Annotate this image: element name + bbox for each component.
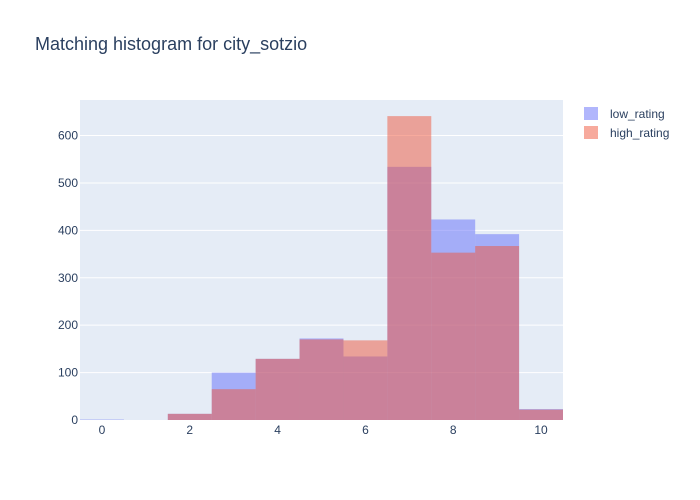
chart-title: Matching histogram for city_sotzio xyxy=(35,34,308,54)
legend-label: low_rating xyxy=(610,106,665,121)
x-tick-label: 4 xyxy=(274,423,281,437)
bar-high-rating[interactable] xyxy=(211,389,256,420)
x-tick-label: 6 xyxy=(362,423,369,437)
y-tick-label: 500 xyxy=(58,176,78,190)
x-tick-label: 0 xyxy=(99,423,106,437)
legend-item-high-rating[interactable]: high_rating xyxy=(584,123,669,142)
bar-high-rating[interactable] xyxy=(475,246,520,420)
bar-high-rating[interactable] xyxy=(387,116,432,420)
bar-high-rating[interactable] xyxy=(255,358,300,420)
x-tick-label: 2 xyxy=(186,423,193,437)
y-tick-label: 600 xyxy=(58,129,78,143)
legend-swatch xyxy=(584,126,598,139)
bar-high-rating[interactable] xyxy=(519,409,563,420)
x-tick-label: 8 xyxy=(450,423,457,437)
legend-label: high_rating xyxy=(610,125,670,140)
bar-high-rating[interactable] xyxy=(299,339,344,420)
y-tick-label: 200 xyxy=(58,318,78,332)
bar-high-rating[interactable] xyxy=(167,413,212,420)
bar-high-rating[interactable] xyxy=(431,252,476,420)
legend-swatch xyxy=(584,107,598,120)
bar-high-rating[interactable] xyxy=(343,340,388,420)
legend-item-low-rating[interactable]: low_rating xyxy=(584,104,669,123)
y-tick-label: 100 xyxy=(58,366,78,380)
y-tick-label: 400 xyxy=(58,223,78,237)
y-axis-ticks: 0 100 200 300 400 500 600 xyxy=(58,129,78,427)
bars xyxy=(80,116,563,420)
legend: low_rating high_rating xyxy=(584,104,669,142)
y-tick-label: 0 xyxy=(71,413,78,427)
x-tick-label: 10 xyxy=(534,423,548,437)
y-tick-label: 300 xyxy=(58,271,78,285)
x-axis-ticks: 0 2 4 6 8 10 xyxy=(99,423,548,437)
